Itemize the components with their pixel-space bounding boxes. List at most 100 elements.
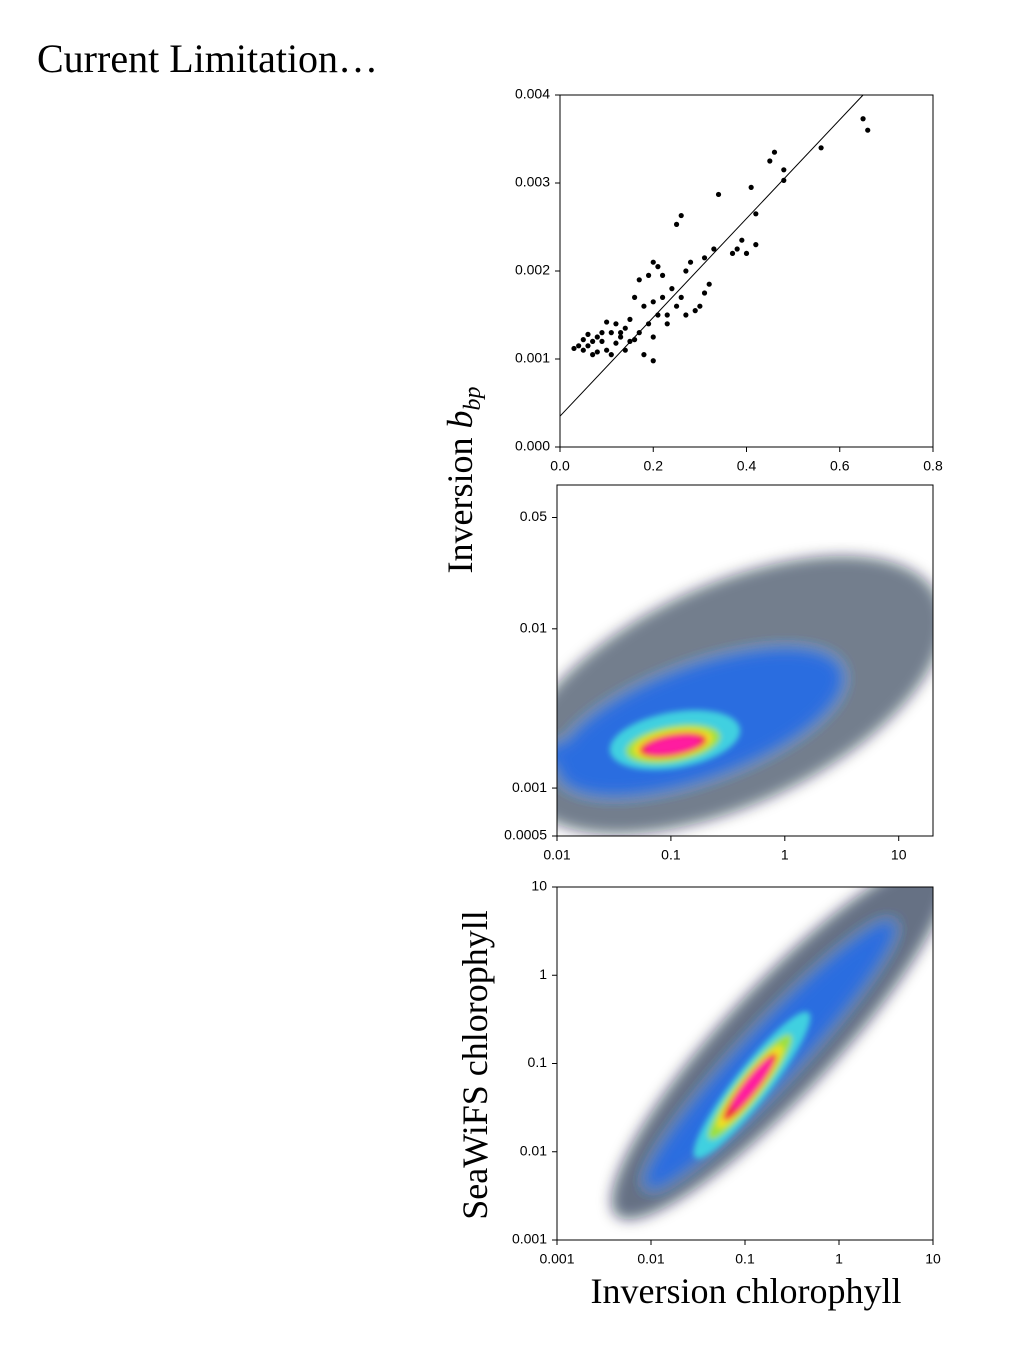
scatter-point	[594, 349, 600, 355]
scatter-point	[715, 191, 722, 198]
scatter-point	[590, 338, 596, 344]
scatter-point	[701, 255, 708, 261]
y-axis-label-subscript: bp	[460, 387, 486, 411]
scatter-point	[650, 299, 656, 305]
scatter-point	[655, 312, 661, 318]
scatter-point	[748, 184, 754, 190]
x-tick-label: 0.1	[735, 1251, 755, 1267]
y-tick-label: 0.05	[520, 508, 547, 524]
y-tick-label: 0.001	[512, 1231, 547, 1247]
y-tick-label: 0.000	[515, 438, 550, 454]
scatter-point	[664, 312, 670, 318]
scatter-point	[636, 330, 642, 336]
scatter-point	[711, 246, 717, 252]
x-tick-label: 0.01	[637, 1251, 664, 1267]
scatter-point	[571, 345, 577, 352]
plot-frame	[556, 484, 934, 837]
fit-line	[559, 94, 864, 417]
scatter-point	[659, 294, 666, 300]
scatter-point	[627, 338, 633, 344]
x-tick-label: 0.1	[661, 847, 681, 863]
scatter-point	[650, 259, 656, 265]
scatter-point	[678, 212, 684, 219]
y-axis-label-symbol: b	[440, 411, 480, 429]
scatter-point	[753, 211, 759, 217]
scatter-point	[664, 321, 670, 327]
scatter-point	[659, 272, 666, 278]
y-tick-label: 0.01	[520, 620, 547, 636]
scatter-point	[608, 352, 614, 358]
scatter-point	[641, 352, 647, 358]
scatter-point	[645, 272, 652, 278]
scatter-point	[767, 158, 773, 164]
scatter-point	[701, 290, 708, 296]
scatter-point	[632, 294, 638, 300]
scatter-point	[860, 116, 866, 122]
y-tick-label: 0.002	[515, 262, 550, 278]
scatter-point	[608, 330, 614, 336]
x-tick-label: 0.0	[550, 458, 570, 474]
scatter-point	[743, 250, 750, 256]
scatter-point	[576, 343, 582, 349]
scatter-point	[669, 286, 675, 292]
y-tick-label: 0.0005	[504, 827, 547, 843]
y-tick-label: 10	[531, 878, 547, 894]
scatter-point	[599, 338, 605, 344]
y-tick-label: 0.1	[528, 1054, 548, 1070]
scatter-point	[618, 330, 624, 336]
scatter-point	[594, 334, 600, 340]
scatter-point	[585, 331, 591, 337]
scatter-point	[580, 347, 586, 353]
scatter-point	[692, 308, 698, 314]
scatter-point	[650, 334, 656, 340]
x-tick-label: 0.4	[737, 458, 757, 474]
scatter-point	[687, 259, 694, 265]
scatter-point	[739, 237, 745, 243]
plot-frame	[559, 94, 934, 448]
scatter-point	[580, 337, 586, 343]
density-image	[611, 887, 933, 1220]
x-tick-label: 10	[925, 1251, 941, 1267]
scatter-point	[613, 340, 619, 346]
y-tick-label: 0.001	[512, 779, 547, 795]
scatter-point	[771, 149, 778, 155]
x-tick-label: 0.2	[644, 458, 664, 474]
scatter-point	[645, 321, 652, 327]
scatter-point	[697, 303, 703, 309]
scatter-point	[673, 303, 680, 309]
y-axis-label-text: Inversion	[440, 438, 480, 574]
x-tick-label: 0.8	[923, 458, 943, 474]
y-axis-label: Inversion bbp	[440, 387, 486, 574]
scatter-point	[753, 242, 759, 248]
scatter-point	[618, 334, 624, 340]
scatter-point	[604, 319, 610, 325]
scatter-point	[781, 167, 787, 173]
x-tick-label: 10	[891, 847, 907, 863]
scatter-point	[818, 145, 824, 151]
scatter-point	[599, 330, 605, 336]
scatter-point	[622, 325, 628, 331]
x-tick-label: 1	[835, 1251, 843, 1267]
scatter-point	[650, 358, 656, 364]
scatter-point	[781, 177, 787, 183]
scatter-point	[729, 250, 736, 256]
scatter-point	[590, 352, 596, 358]
scatter-point	[673, 221, 680, 227]
y-axis-label: SeaWiFS chlorophyll	[455, 910, 495, 1220]
scatter-point	[604, 347, 610, 353]
scatter-point	[636, 277, 642, 283]
scatter-point	[683, 312, 689, 318]
scatter-point	[683, 268, 689, 274]
scatter-point	[627, 316, 633, 322]
y-tick-label: 0.01	[520, 1142, 547, 1158]
scatter-point	[655, 264, 661, 270]
scatter-point	[678, 294, 684, 300]
x-tick-label: 0.6	[830, 458, 850, 474]
y-tick-label: 0.001	[515, 350, 550, 366]
scatter-point	[734, 246, 740, 252]
scatter-point	[706, 281, 712, 287]
scatter-point	[632, 337, 638, 343]
x-tick-label: 0.001	[539, 1251, 574, 1267]
